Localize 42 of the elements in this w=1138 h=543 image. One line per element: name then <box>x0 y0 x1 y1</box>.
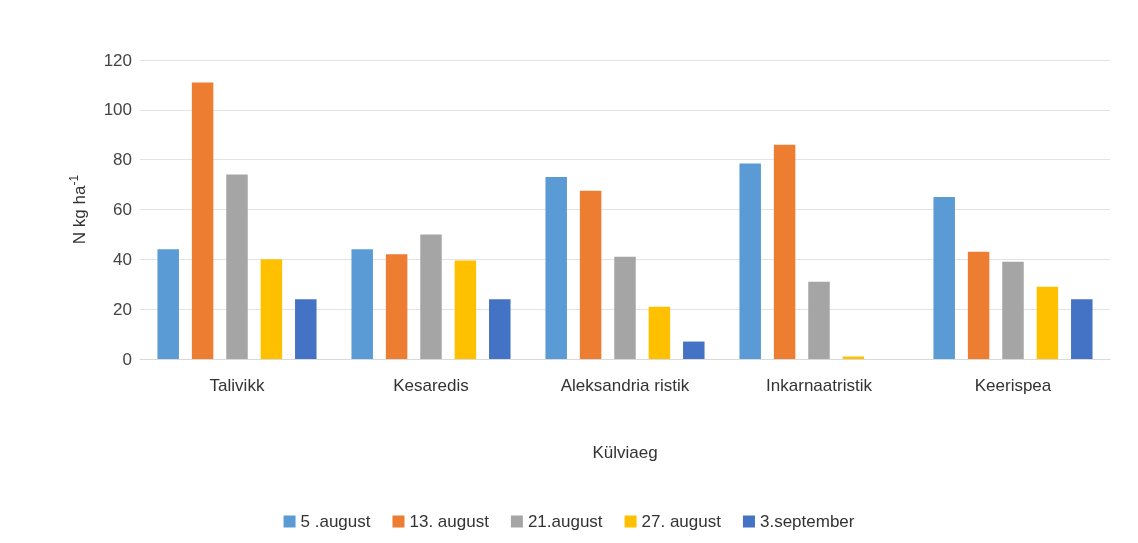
bar <box>295 299 317 359</box>
y-tick-label: 60 <box>113 200 132 219</box>
bar <box>1036 286 1059 359</box>
bar <box>351 249 373 359</box>
bar <box>1071 299 1093 359</box>
y-axis-title: N kg ha-1 <box>67 174 89 245</box>
y-tick-label: 100 <box>103 100 132 120</box>
legend-label: 5 .august <box>300 512 371 531</box>
x-tick-label: Keerispea <box>974 375 1052 395</box>
x-axis-title: Külviaeg <box>592 443 658 462</box>
bar <box>579 190 602 359</box>
bar <box>773 144 796 359</box>
bar <box>226 174 248 359</box>
bar <box>933 197 955 359</box>
bar <box>614 256 636 359</box>
x-tick-label: Aleksandria ristik <box>560 375 690 395</box>
bar <box>545 177 567 359</box>
bar <box>808 281 830 359</box>
legend-label: 13. august <box>409 512 490 531</box>
legend-label: 3.september <box>759 512 855 531</box>
bar <box>157 249 179 359</box>
bar <box>489 299 511 359</box>
y-tick-label: 0 <box>122 349 132 369</box>
y-tick-label: 40 <box>113 249 132 269</box>
bar <box>385 254 408 359</box>
legend-label: 27. august <box>641 512 722 531</box>
bar <box>683 341 705 359</box>
bar <box>191 82 214 359</box>
y-tick-label: 80 <box>113 150 132 170</box>
bar <box>648 306 671 359</box>
bar <box>454 260 477 359</box>
y-tick-label: 120 <box>103 50 132 70</box>
bar <box>739 163 761 359</box>
bar <box>260 259 283 359</box>
bar <box>420 234 442 359</box>
y-tick-label: 20 <box>113 299 132 319</box>
legend-label: 21.august <box>527 512 603 531</box>
x-tick-label: Talivikk <box>209 375 265 395</box>
x-tick-label: Kesaredis <box>393 375 469 395</box>
x-tick-label: Inkarnaatristik <box>766 375 873 395</box>
bar <box>967 251 990 359</box>
bar <box>1002 261 1024 359</box>
